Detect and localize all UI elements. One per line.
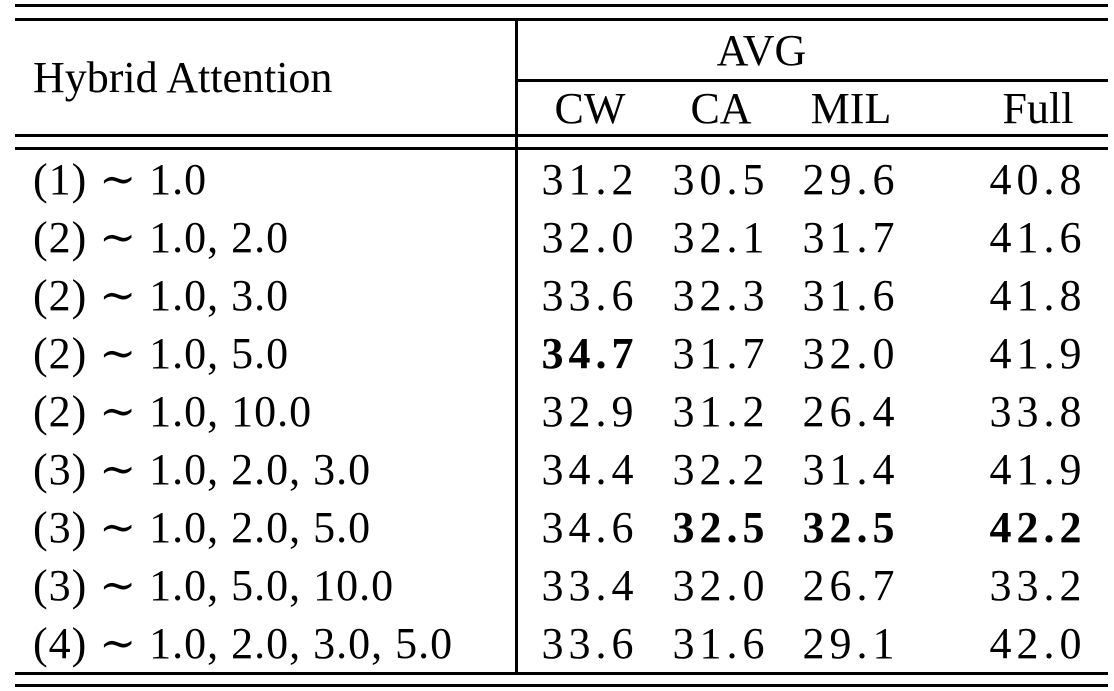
row-label: (2) ∼ 1.0, 2.0	[33, 212, 290, 262]
results-table: Hybrid Attention AVG CW CA MIL Full (1) …	[15, 4, 1108, 687]
value-cell: 32.3	[672, 270, 770, 320]
row-header-label: Hybrid Attention	[33, 53, 333, 102]
value-cell: 31.2	[672, 386, 770, 436]
value-cell: 42.0	[989, 618, 1087, 668]
column-headers-row: CW CA MIL Full	[515, 82, 1108, 134]
row-label: (4) ∼ 1.0, 2.0, 3.0, 5.0	[33, 618, 454, 668]
row-label: (3) ∼ 1.0, 2.0, 5.0	[33, 502, 372, 552]
value-cell: 26.4	[802, 386, 900, 436]
column-header-full: Full	[1002, 83, 1074, 133]
table-row: (2) ∼ 1.0, 2.0 32.0 32.1 31.7 41.6	[15, 208, 1108, 266]
value-cell: 34.4	[541, 444, 639, 494]
row-label: (2) ∼ 1.0, 10.0	[33, 386, 313, 436]
value-cell: 32.0	[672, 560, 770, 610]
value-cell: 41.8	[989, 270, 1087, 320]
table-row: (2) ∼ 1.0, 10.0 32.9 31.2 26.4 33.8	[15, 382, 1108, 440]
value-cell: 33.6	[541, 618, 639, 668]
value-cell: 31.7	[802, 212, 900, 262]
value-cell: 31.6	[672, 618, 770, 668]
value-cell: 41.9	[989, 328, 1087, 378]
row-label: (3) ∼ 1.0, 5.0, 10.0	[33, 560, 395, 610]
value-cell: 40.8	[989, 154, 1087, 204]
value-cell: 32.0	[541, 212, 639, 262]
column-header-ca: CA	[690, 83, 752, 133]
table-row: (3) ∼ 1.0, 2.0, 5.0 34.6 32.5 32.5 42.2	[15, 498, 1108, 556]
table-row: (2) ∼ 1.0, 3.0 33.6 32.3 31.6 41.8	[15, 266, 1108, 324]
header-rule-outer	[15, 134, 1108, 137]
value-cell: 31.7	[672, 328, 770, 378]
table-row: (1) ∼ 1.0 31.2 30.5 29.6 40.8	[15, 150, 1108, 208]
table-body: (1) ∼ 1.0 31.2 30.5 29.6 40.8 (2) ∼ 1.0,…	[15, 150, 1108, 672]
value-cell: 33.2	[989, 560, 1087, 610]
column-divider-line	[515, 21, 518, 672]
group-header-avg: AVG	[716, 25, 807, 75]
value-cell: 41.6	[989, 212, 1087, 262]
row-label: (1) ∼ 1.0	[33, 154, 208, 204]
row-label: (2) ∼ 1.0, 3.0	[33, 270, 290, 320]
value-cell: 30.5	[672, 154, 770, 204]
value-cell: 33.4	[541, 560, 639, 610]
column-header-mil: MIL	[810, 83, 892, 133]
value-cell: 31.4	[802, 444, 900, 494]
value-cell: 32.2	[672, 444, 770, 494]
value-cell: 29.1	[802, 618, 900, 668]
row-label: (3) ∼ 1.0, 2.0, 3.0	[33, 444, 372, 494]
table-row: (4) ∼ 1.0, 2.0, 3.0, 5.0 33.6 31.6 29.1 …	[15, 614, 1108, 672]
value-cell: 32.1	[672, 212, 770, 262]
header-rule-inner	[15, 147, 1108, 150]
bottom-rule-outer	[15, 672, 1108, 675]
value-cell-bold: 32.5	[802, 502, 900, 552]
value-cell: 31.6	[802, 270, 900, 320]
value-cell: 34.6	[541, 502, 639, 552]
value-cell: 41.9	[989, 444, 1087, 494]
value-cell: 32.9	[541, 386, 639, 436]
top-rule-inner	[15, 18, 1108, 21]
table-row: (2) ∼ 1.0, 5.0 34.7 31.7 32.0 41.9	[15, 324, 1108, 382]
table-row: (3) ∼ 1.0, 2.0, 3.0 34.4 32.2 31.4 41.9	[15, 440, 1108, 498]
value-cell: 33.8	[989, 386, 1087, 436]
value-cell-bold: 42.2	[989, 502, 1087, 552]
value-cell: 31.2	[541, 154, 639, 204]
group-header-midrule	[515, 79, 1108, 82]
column-header-cw: CW	[554, 83, 626, 133]
value-cell-bold: 34.7	[541, 328, 639, 378]
value-cell: 29.6	[802, 154, 900, 204]
value-cell-bold: 32.5	[672, 502, 770, 552]
value-cell: 33.6	[541, 270, 639, 320]
bottom-rule-inner	[15, 684, 1108, 687]
top-rule-outer	[15, 4, 1108, 7]
table-row: (3) ∼ 1.0, 5.0, 10.0 33.4 32.0 26.7 33.2	[15, 556, 1108, 614]
table-header: Hybrid Attention AVG CW CA MIL Full	[15, 21, 1108, 134]
value-cell: 26.7	[802, 560, 900, 610]
value-cell: 32.0	[802, 328, 900, 378]
row-label: (2) ∼ 1.0, 5.0	[33, 328, 290, 378]
